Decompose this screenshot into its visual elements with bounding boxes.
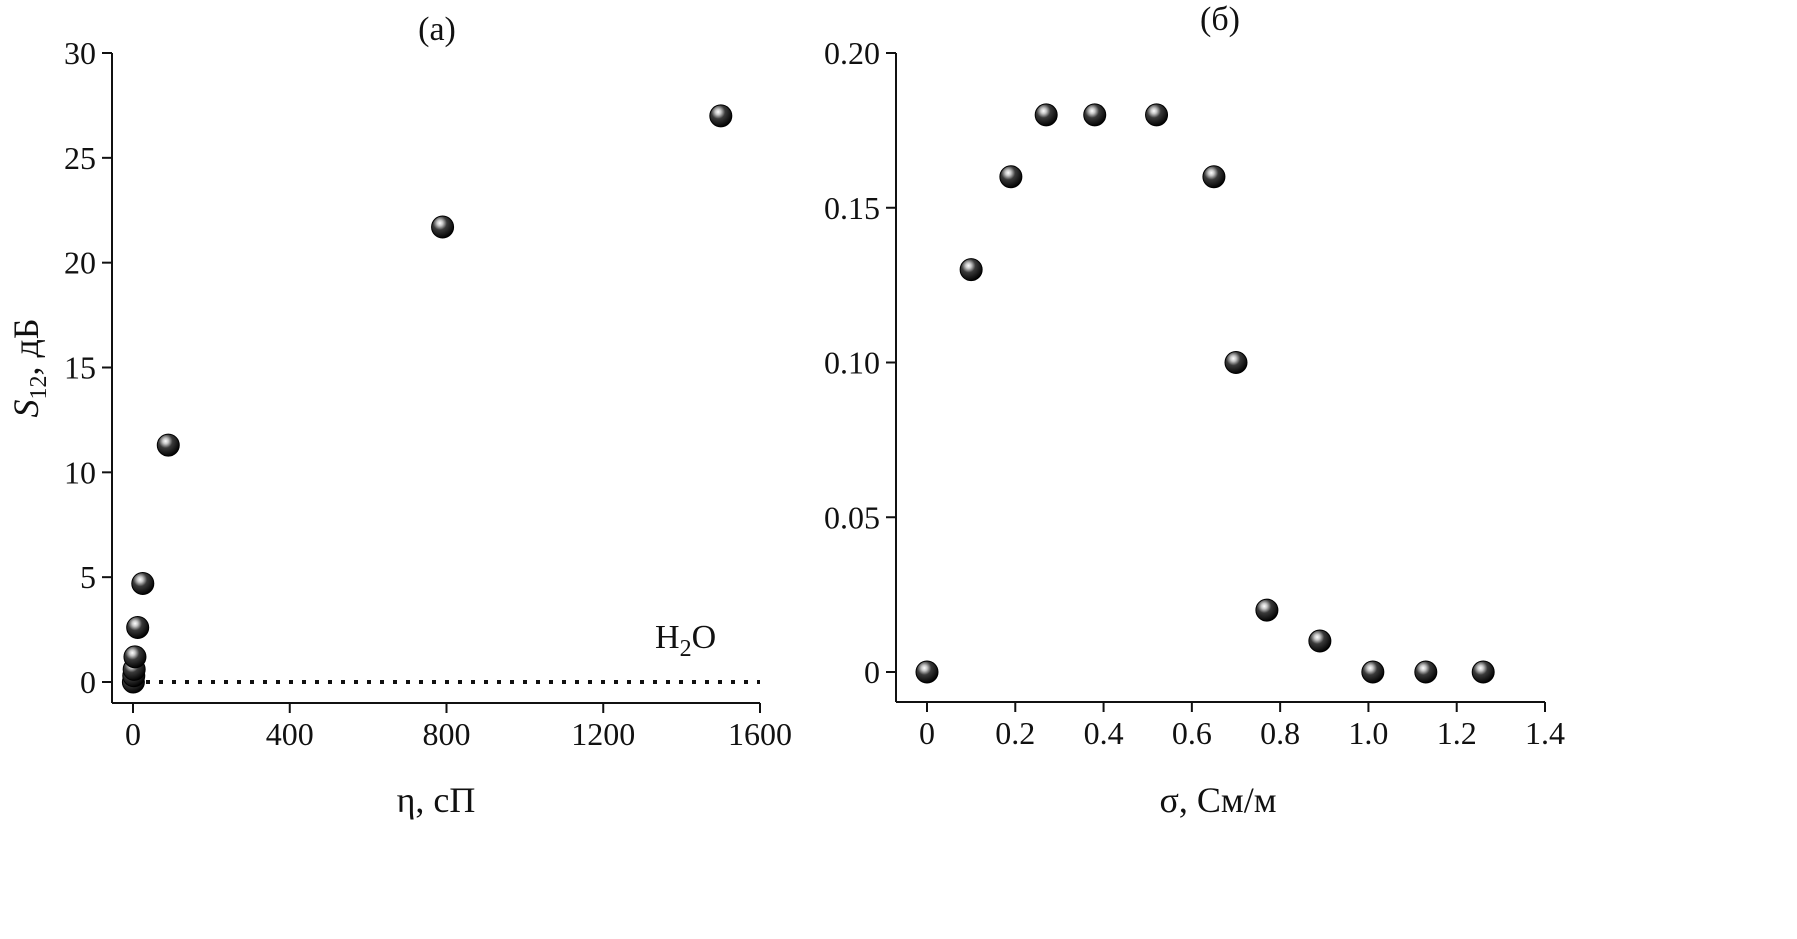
x-tick-label: 800 [423,716,471,752]
x-tick-label: 0.2 [995,715,1035,751]
data-point [959,258,983,282]
annotation-rest: O [692,619,717,656]
y-tick-label: 0.10 [824,345,880,381]
h2o-annotation: H2O [655,619,716,662]
x-tick-label: 1600 [728,716,792,752]
y-title-sub: 12 [26,376,52,400]
data-point [431,215,455,239]
panel-label-a: (a) [418,11,456,48]
data-point [131,571,155,595]
panel-b-chart: 0 0.05 0.10 0.15 0.20 0 0.2 0.4 0.6 0.8 1.0 1.2 1.4 σ… [824,1,1565,820]
x-tick-label: 0.8 [1260,715,1300,751]
x-axis-title: σ, См/м [1160,780,1277,820]
x-tick-label: 1200 [571,716,635,752]
annotation-sub: 2 [680,636,692,662]
data-point [1361,660,1385,684]
y-title-main: S [6,400,46,418]
annotation-main: H [655,619,680,656]
y-tick-label: 0 [80,664,96,700]
y-tick-label: 0 [864,654,880,690]
y-axis-title: S12, дБ [6,319,52,418]
data-point [1308,629,1332,653]
data-point [1414,660,1438,684]
y-tick-label: 5 [80,559,96,595]
y-tick-label: 0.05 [824,499,880,535]
y-tick-label: 30 [64,35,96,71]
data-point [999,165,1023,189]
y-tick-label: 10 [64,454,96,490]
x-tick-label: 1.0 [1348,715,1388,751]
y-tick-label: 15 [64,350,96,386]
panel-label-b: (б) [1200,1,1240,38]
data-point [1145,103,1169,127]
data-point [1471,660,1495,684]
data-point [1224,351,1248,374]
x-tick-label: 1.4 [1525,715,1565,751]
x-axis-title: η, сП [397,780,476,820]
x-tick-label: 400 [266,716,314,752]
y-tick-label: 25 [64,140,96,176]
y-tick-label: 0.20 [824,35,880,71]
y-title-rest: , дБ [6,319,46,376]
data-point [1255,598,1279,622]
data-point [126,615,150,639]
data-point [1083,103,1107,127]
data-point [915,660,939,684]
data-point [709,104,733,128]
data-point [1202,165,1226,189]
y-tick-label: 0.15 [824,190,880,226]
y-tick-label: 20 [64,245,96,281]
x-tick-label: 0.4 [1084,715,1124,751]
data-point [123,645,147,669]
data-point [156,433,180,457]
x-tick-label: 0.6 [1172,715,1212,751]
data-point [1034,103,1058,127]
x-tick-label: 1.2 [1437,715,1477,751]
x-tick-label: 0 [125,716,141,752]
x-tick-label: 0 [919,715,935,751]
